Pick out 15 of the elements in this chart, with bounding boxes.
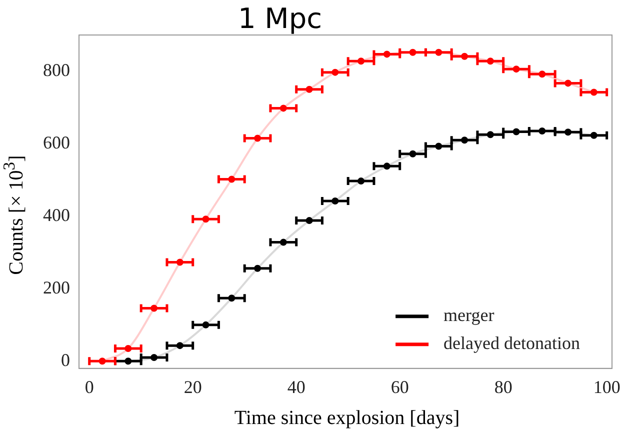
y-tick-label: 800 <box>43 60 70 80</box>
legend-label: merger <box>444 305 494 326</box>
x-tick-label: 60 <box>390 376 409 397</box>
x-tick-label: 0 <box>84 376 94 397</box>
x-tick-label: 40 <box>287 376 306 397</box>
y-tick-label: 0 <box>61 350 70 370</box>
chart-title: 1 Mpc <box>236 2 324 35</box>
x-axis-title: Time since explosion [days] <box>233 407 461 430</box>
legend-label: delayed detonation <box>444 333 580 354</box>
x-tick-label: 80 <box>494 376 512 397</box>
y-tick-label: 400 <box>43 204 70 225</box>
x-tick-label: 100 <box>593 376 620 397</box>
x-tick-label: 20 <box>184 376 202 397</box>
y-tick-label: 200 <box>43 277 70 298</box>
y-tick-label: 600 <box>43 132 70 152</box>
